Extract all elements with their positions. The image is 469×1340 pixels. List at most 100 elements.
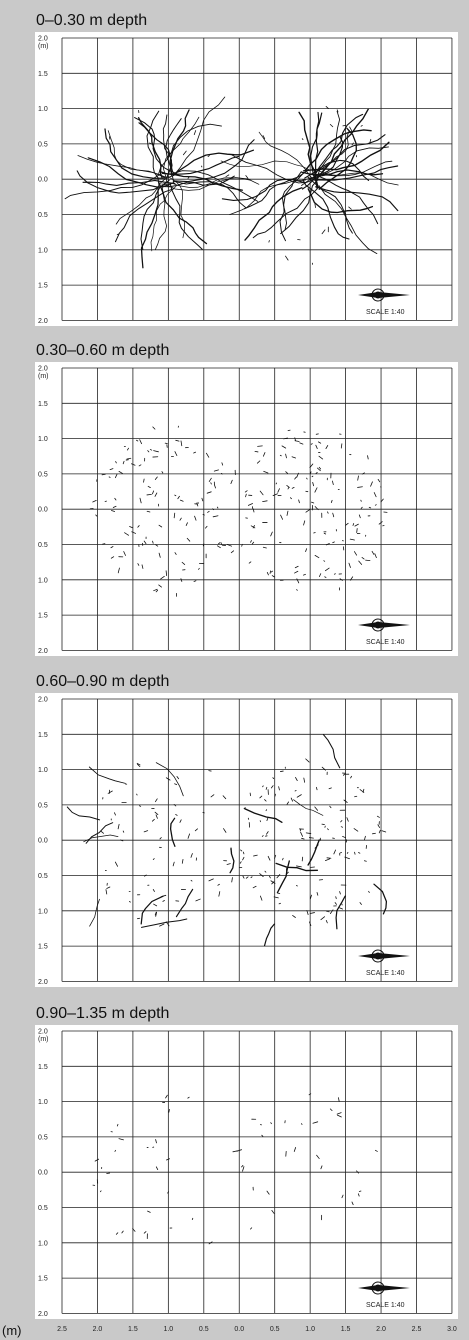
root [282,857,284,861]
root [325,543,330,546]
root [155,762,184,797]
root [359,902,362,905]
root [308,837,314,839]
root [272,777,275,779]
root [158,552,161,558]
root [266,1190,270,1195]
root [281,171,305,231]
y-tick-label: 1.0 [38,1240,48,1247]
y-tick-label: 1.5 [38,613,48,620]
root [252,508,255,513]
root [318,185,378,255]
root [340,443,343,449]
root [173,804,177,807]
root [123,551,126,556]
root [361,472,365,475]
root [154,811,159,815]
root [242,875,245,879]
root [135,439,139,442]
root [336,1112,342,1115]
root [264,799,267,802]
root [325,106,329,109]
root [309,912,315,914]
root [250,540,252,543]
root [299,442,304,445]
y-tick-label: 0.5 [38,141,48,148]
root [155,911,158,917]
x-tick-label: 3.0 [447,1326,457,1333]
root [291,487,295,489]
root [275,482,278,485]
root [368,506,372,509]
root [101,473,106,476]
root [344,856,350,860]
y-tick-label: 1.0 [38,106,48,113]
root [380,498,384,503]
root [212,508,215,511]
root [245,175,249,179]
root [373,883,388,915]
root [324,576,327,578]
root [363,860,367,862]
root [369,138,372,145]
x-tick-label: 0.5 [270,1326,280,1333]
root [166,109,190,178]
root [159,837,162,840]
root [259,795,263,799]
root [320,916,326,921]
root [262,135,266,140]
root [143,540,147,545]
root [261,1134,264,1137]
scale-label: SCALE 1:40 [366,1302,405,1309]
root [266,831,269,835]
panel-title: 0.30–0.60 m depth [36,342,169,359]
root [281,445,287,449]
root [270,531,273,537]
root [175,888,194,918]
root [378,521,383,525]
root [315,786,318,791]
root [371,550,375,555]
root [311,475,314,478]
root [247,503,253,506]
root [272,493,278,497]
root [321,229,326,235]
panel: 0.90–1.35 m depth 2.0 1.5 1.0 0.5 0.0 0.5 1.0 1.… [35,1005,458,1319]
y-tick-label: 1.0 [38,577,48,584]
root [301,138,304,140]
root [88,766,126,784]
root [305,509,311,513]
root [271,881,275,885]
root [309,463,314,468]
root [262,500,268,503]
root [122,460,125,465]
root [158,584,162,588]
root [245,493,247,498]
root [117,823,120,830]
root [337,1114,342,1118]
root [293,799,324,816]
root [152,426,156,430]
root [295,776,298,782]
root [162,900,165,902]
root [301,169,384,176]
root [250,876,253,879]
root [150,186,177,252]
root [104,128,166,179]
root [146,493,152,496]
root [357,475,359,481]
root [361,557,365,560]
root [175,439,180,442]
y-tick-label: 0.0 [38,507,48,514]
root [155,1166,159,1171]
root [114,1149,116,1152]
root [302,141,390,172]
root [351,142,354,146]
root [308,146,389,180]
root [251,541,255,545]
root [354,851,356,855]
root [294,476,297,480]
root [291,456,296,459]
y-tick-label: 0.5 [38,542,48,549]
root [259,895,263,901]
